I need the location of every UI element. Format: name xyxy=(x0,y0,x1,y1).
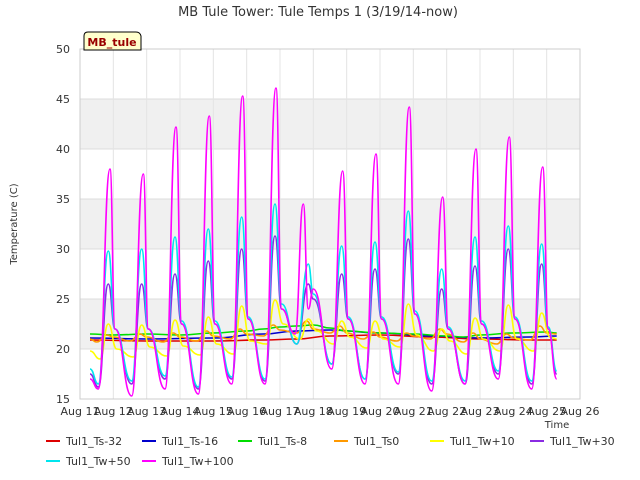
station-badge: MB_tule xyxy=(83,31,142,51)
y-axis-label: Temperature (C) xyxy=(9,183,20,265)
legend-item: Tul1_Tw+10 xyxy=(430,434,530,448)
plot-band xyxy=(80,149,580,199)
legend-item: Tul1_Ts0 xyxy=(334,434,430,448)
x-tick-label: Aug 17 xyxy=(261,405,300,418)
y-tick-label: 40 xyxy=(56,143,70,156)
y-tick-label: 15 xyxy=(56,393,70,406)
y-tick-label: 25 xyxy=(56,293,70,306)
legend-swatch xyxy=(238,440,252,442)
legend-label: Tul1_Ts-8 xyxy=(258,434,308,448)
x-tick-label: Aug 20 xyxy=(361,405,400,418)
x-tick-label: Aug 12 xyxy=(94,405,133,418)
plot-band xyxy=(80,199,580,249)
station-badge-label: MB_tule xyxy=(87,36,136,49)
legend-label: Tul1_Tw+10 xyxy=(450,434,515,448)
y-tick-label: 35 xyxy=(56,193,70,206)
x-tick-label: Aug 14 xyxy=(161,405,200,418)
x-tick-label: Aug 21 xyxy=(394,405,433,418)
plot-band xyxy=(80,349,580,399)
plot-background xyxy=(80,49,580,399)
y-tick-label: 45 xyxy=(56,93,70,106)
plot-band xyxy=(80,49,580,99)
legend-item: Tul1_Tw+30 xyxy=(530,434,628,448)
x-axis-label: Time xyxy=(544,420,569,431)
chart-title: MB Tule Tower: Tule Temps 1 (3/19/14-now… xyxy=(178,5,458,20)
legend-swatch xyxy=(530,440,544,442)
legend-swatch xyxy=(334,440,348,442)
series-group xyxy=(89,87,558,397)
x-tick-label: Aug 23 xyxy=(461,405,500,418)
legend-item: Tul1_Tw+50 xyxy=(46,454,142,468)
x-tick-label: Aug 16 xyxy=(227,405,266,418)
legend-label: Tul1_Tw+50 xyxy=(66,454,131,468)
x-tick-label: Aug 18 xyxy=(294,405,333,418)
legend-label: Tul1_Tw+100 xyxy=(162,454,234,468)
legend-swatch xyxy=(142,440,156,442)
legend-swatch xyxy=(46,440,60,442)
plot-frame xyxy=(79,48,581,400)
plot-band xyxy=(80,99,580,149)
legend-item: Tul1_Tw+100 xyxy=(142,454,238,468)
x-tick-label: Aug 24 xyxy=(494,405,533,418)
legend-label: Tul1_Ts-32 xyxy=(66,434,123,448)
legend-label: Tul1_Ts0 xyxy=(354,434,400,448)
plot-band xyxy=(80,249,580,299)
y-tick-label: 20 xyxy=(56,343,70,356)
legend-swatch xyxy=(430,440,444,442)
legend-item: Tul1_Ts-8 xyxy=(238,434,334,448)
legend-label: Tul1_Ts-16 xyxy=(162,434,219,448)
legend-label: Tul1_Tw+30 xyxy=(550,434,615,448)
x-tick-label: Aug 25 xyxy=(527,405,566,418)
legend-item: Tul1_Ts-32 xyxy=(46,434,142,448)
x-tick-label: Aug 11 xyxy=(61,405,100,418)
x-tick-label: Aug 26 xyxy=(561,405,600,418)
y-tick-label: 30 xyxy=(56,243,70,256)
x-tick-label: Aug 19 xyxy=(327,405,366,418)
x-tick-label: Aug 22 xyxy=(427,405,466,418)
series-line-tul1-tw-100 xyxy=(89,87,558,397)
x-tick-label: Aug 15 xyxy=(194,405,233,418)
legend-swatch xyxy=(142,460,156,462)
legend: Tul1_Ts-32 Tul1_Ts-16 Tul1_Ts-8 Tul1_Ts0 Tul… xyxy=(46,434,636,468)
y-tick-label: 50 xyxy=(56,43,70,56)
legend-swatch xyxy=(46,460,60,462)
legend-item: Tul1_Ts-16 xyxy=(142,434,238,448)
x-tick-label: Aug 13 xyxy=(127,405,166,418)
y-ticks: 15 20 25 30 35 40 45 50 xyxy=(56,43,70,406)
